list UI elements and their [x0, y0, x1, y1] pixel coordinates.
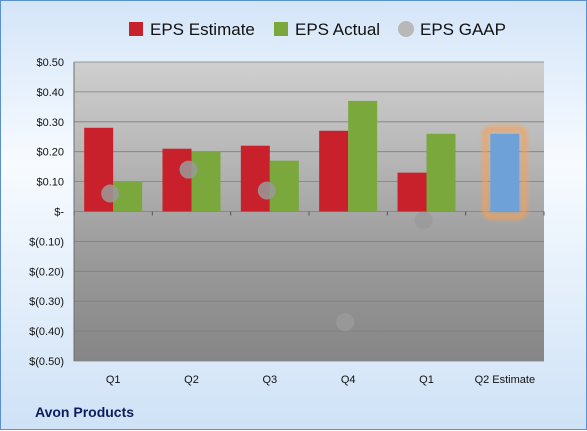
x-tick-label: Q4 — [341, 374, 356, 386]
gaap-marker — [336, 313, 355, 332]
gaap-marker — [101, 184, 120, 203]
gaap-marker — [414, 211, 433, 230]
y-tick-label: $0.40 — [36, 87, 64, 99]
bar-eps-estimate — [240, 145, 270, 212]
legend-label: EPS GAAP — [420, 20, 506, 39]
gridlines — [74, 61, 544, 362]
bar-eps-estimate — [319, 130, 349, 212]
y-tick-label: $- — [54, 207, 64, 219]
y-tick-label: $0.10 — [36, 177, 64, 189]
y-tick-label: $(0.40) — [29, 326, 64, 338]
highlight-glow — [482, 125, 528, 220]
bar-eps-actual — [269, 160, 299, 212]
bar-eps-actual — [426, 133, 456, 212]
legend-label: EPS Estimate — [150, 20, 255, 39]
axes: $0.50 $0.40 $0.30 $0.20 $0.10 $- $(0.10) $(0.20… — [29, 57, 545, 386]
legend-swatch — [129, 22, 143, 36]
bar-eps-estimate — [162, 148, 192, 212]
x-tick-label: Q2 — [184, 374, 199, 386]
bar-eps-estimate — [397, 172, 427, 212]
y-tick-label: $0.50 — [36, 57, 64, 69]
bar-eps-actual — [348, 100, 378, 212]
y-tick-label: $0.30 — [36, 117, 64, 129]
x-tick-label: Q1 — [106, 374, 121, 386]
x-tick-label: Q3 — [262, 374, 277, 386]
legend-swatch — [274, 22, 288, 36]
gaap-markers — [101, 160, 433, 332]
gaap-marker — [257, 181, 276, 200]
y-tick-label: $0.20 — [36, 147, 64, 159]
x-tick-label: Q2 Estimate — [475, 374, 536, 386]
y-tick-label: $(0.20) — [29, 266, 64, 278]
bars — [84, 100, 528, 220]
y-tick-label: $(0.30) — [29, 296, 64, 308]
legend: EPS Estimate EPS Actual EPS GAAP — [129, 20, 506, 39]
legend-label: EPS Actual — [295, 20, 380, 39]
bar-upcoming-estimate — [490, 133, 520, 212]
gaap-marker — [179, 160, 198, 179]
company-name: Avon Products — [35, 404, 135, 420]
y-tick-label: $(0.10) — [29, 236, 64, 248]
y-tick-label: $(0.50) — [29, 356, 64, 368]
legend-swatch — [398, 21, 414, 37]
bar-eps-actual — [191, 151, 221, 212]
x-tick-label: Q1 — [419, 374, 434, 386]
